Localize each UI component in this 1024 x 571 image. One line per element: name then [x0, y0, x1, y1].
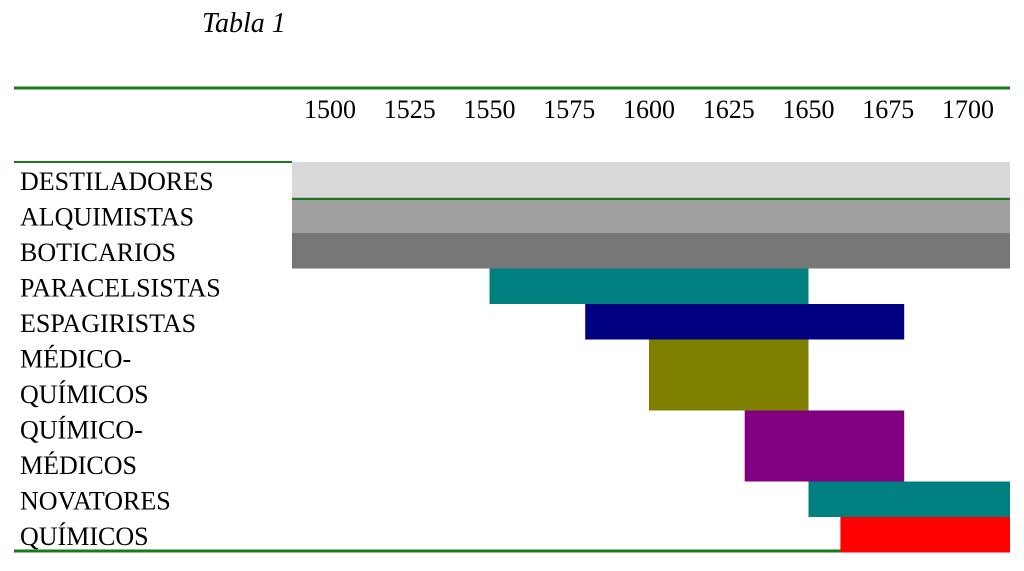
- x-tick-label: 1675: [862, 95, 914, 124]
- x-tick-label: 1600: [623, 95, 675, 124]
- gantt-bar: [744, 410, 905, 482]
- x-tick-label: 1575: [543, 95, 595, 124]
- gantt-bar: [840, 517, 1010, 553]
- gantt-bar: [292, 197, 1010, 233]
- row-label: ESPAGIRISTAS: [20, 309, 196, 338]
- row-label: PARACELSISTAS: [20, 274, 221, 303]
- row-label: ALQUIMISTAS: [20, 203, 194, 232]
- x-tick-label: 1650: [783, 95, 835, 124]
- x-tick-label: 1550: [464, 95, 516, 124]
- row-label: QUÍMICO-: [20, 416, 143, 445]
- row-label: MÉDICOS: [20, 451, 137, 480]
- x-tick-label: 1625: [703, 95, 755, 124]
- gantt-bar: [292, 233, 1010, 269]
- x-tick-label: 1700: [942, 95, 994, 124]
- row-label: BOTICARIOS: [20, 238, 176, 267]
- chart-title: Tabla 1: [202, 8, 286, 39]
- gantt-bar: [649, 339, 809, 411]
- row-label: DESTILADORES: [20, 167, 214, 196]
- gantt-bar: [585, 304, 905, 340]
- row-label: MÉDICO-: [20, 345, 131, 374]
- row-label: NOVATORES: [20, 487, 171, 516]
- x-tick-label: 1500: [304, 95, 356, 124]
- x-tick-label: 1525: [384, 95, 436, 124]
- gantt-bar: [292, 162, 1010, 198]
- gantt-bar: [808, 481, 1010, 517]
- row-label: QUÍMICOS: [20, 522, 149, 551]
- row-label: QUÍMICOS: [20, 380, 149, 409]
- gantt-bar: [489, 268, 809, 304]
